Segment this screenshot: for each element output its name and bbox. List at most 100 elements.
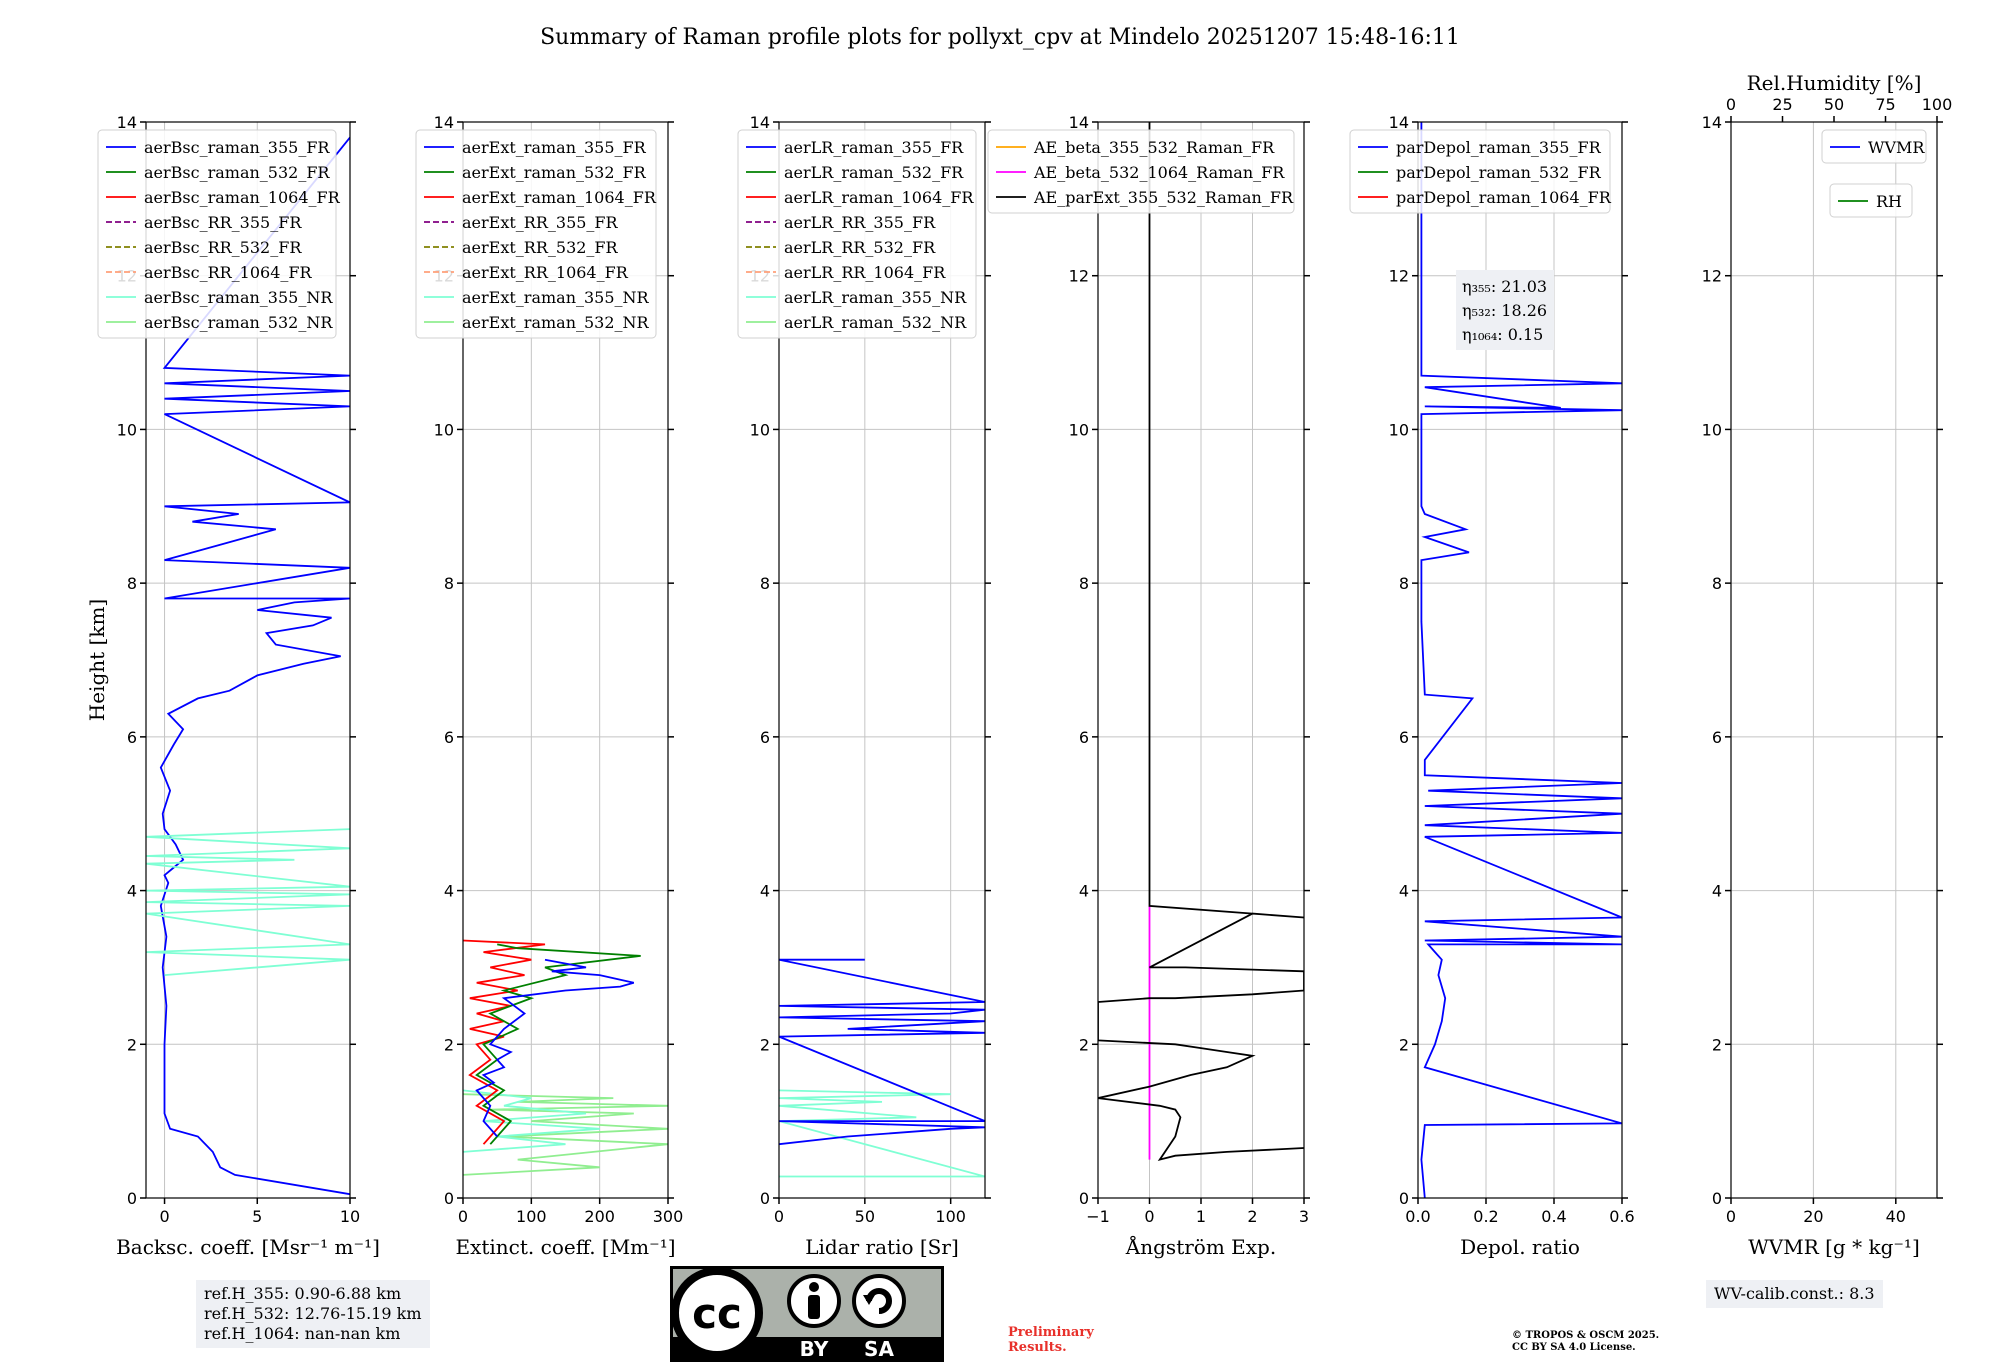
ytick-label-ae-7: 14: [1069, 113, 1089, 132]
xtick-label-lr-0: 0: [774, 1207, 784, 1226]
panel-lr: 02468101214050100Lidar ratio [Sr]aerLR_r…: [737, 113, 991, 1259]
xlabel-bsc: Backsc. coeff. [Msr⁻¹ m⁻¹]: [116, 1235, 380, 1259]
ytick-label-bsc-2: 4: [127, 882, 137, 901]
series-group-ext: [463, 939, 668, 1176]
xtick-label-lr-1: 50: [855, 1207, 875, 1226]
legend-label-lr-5: aerLR_RR_1064_FR: [784, 263, 946, 282]
ylabel-height: Height [km]: [85, 599, 109, 721]
series-ext-3: [475, 943, 641, 1145]
legend-label-ae-1: AE_beta_532_1064_Raman_FR: [1033, 163, 1285, 182]
series-ext-0: [463, 1093, 668, 1176]
cc-circle-icon: [671, 1267, 763, 1359]
legend-label-bsc-3: aerBsc_RR_355_FR: [144, 213, 302, 232]
ytick-label-bsc-4: 8: [127, 574, 137, 593]
xlabel-ae: Ångström Exp.: [1125, 1234, 1276, 1259]
xtick-label-depol-3: 0.6: [1609, 1207, 1634, 1226]
eta-annotation-line-0: η₃₅₅: 21.03: [1462, 277, 1547, 296]
axes-frame-lr: [778, 121, 986, 1199]
ytick-label-lr-2: 4: [760, 882, 770, 901]
top-xtick-label-4: 100: [1922, 95, 1953, 114]
ytick-label-wv-4: 8: [1712, 574, 1722, 593]
series-group-bsc: [146, 136, 350, 1196]
xtick-label-depol-1: 0.2: [1473, 1207, 1498, 1226]
ytick-label-depol-3: 6: [1399, 728, 1409, 747]
xtick-label-ae-4: 3: [1299, 1207, 1309, 1226]
xtick-label-ae-0: −1: [1086, 1207, 1110, 1226]
xtick-label-ext-2: 200: [584, 1207, 615, 1226]
ytick-label-ae-6: 12: [1069, 267, 1089, 286]
ytick-label-lr-0: 0: [760, 1189, 770, 1208]
ytick-label-ext-2: 4: [444, 882, 454, 901]
copyright-line-2: CC BY SA 4.0 License.: [1512, 1342, 1636, 1353]
legend-label-bsc-2: aerBsc_raman_1064_FR: [144, 188, 341, 207]
ytick-label-lr-5: 10: [750, 420, 770, 439]
ytick-label-lr-7: 14: [750, 113, 770, 132]
panel-ext: 024681012140100200300Extinct. coeff. [Mm…: [415, 113, 684, 1259]
xtick-label-ae-1: 0: [1144, 1207, 1154, 1226]
series-lr-1: [779, 958, 985, 1146]
ytick-label-depol-1: 2: [1399, 1035, 1409, 1054]
ytick-label-bsc-3: 6: [127, 728, 137, 747]
legend-label-ext-0: aerExt_raman_355_FR: [462, 138, 647, 157]
panel-bsc: 024681012140510Backsc. coeff. [Msr⁻¹ m⁻¹…: [97, 113, 380, 1259]
xlabel-lr: Lidar ratio [Sr]: [805, 1235, 959, 1259]
xtick-label-bsc-2: 10: [340, 1207, 360, 1226]
ref-height-355: ref.H_355: 0.90-6.88 km: [204, 1284, 402, 1303]
xtick-label-wv-0: 0: [1726, 1207, 1736, 1226]
ytick-label-ae-2: 4: [1079, 882, 1089, 901]
legend-box-wv: [1821, 129, 1927, 164]
ytick-label-wv-2: 4: [1712, 882, 1722, 901]
legend-label-ext-4: aerExt_RR_532_FR: [462, 238, 619, 257]
legend-box-depol: [1349, 129, 1611, 214]
legend-box-bsc: [97, 129, 337, 339]
xtick-label-ext-3: 300: [653, 1207, 684, 1226]
legend-label-lr-3: aerLR_RR_355_FR: [784, 213, 936, 232]
ytick-label-wv-6: 12: [1702, 267, 1722, 286]
ytick-label-lr-1: 2: [760, 1035, 770, 1054]
ytick-label-ae-5: 10: [1069, 420, 1089, 439]
cc-text: cc: [692, 1289, 742, 1338]
axes-frame-bsc: [145, 121, 351, 1199]
legend-label-lr-4: aerLR_RR_532_FR: [784, 238, 936, 257]
ytick-label-depol-2: 4: [1399, 882, 1409, 901]
series-lr-0: [779, 1089, 985, 1178]
ytick-label-ae-1: 2: [1079, 1035, 1089, 1054]
legend-label-lr-0: aerLR_raman_355_FR: [784, 138, 964, 157]
by-person-body: [808, 1295, 820, 1319]
sa-arrow-icon: [852, 1274, 906, 1328]
axes-frame-ext: [462, 121, 669, 1199]
ytick-label-depol-5: 10: [1389, 420, 1409, 439]
legend-box-ae: [987, 129, 1295, 214]
legend-label-lr-7: aerLR_raman_532_NR: [784, 313, 967, 332]
ytick-label-depol-6: 12: [1389, 267, 1409, 286]
legend-label-ext-2: aerExt_raman_1064_FR: [462, 188, 657, 207]
ref-height-1064: ref.H_1064: nan-nan km: [204, 1324, 401, 1343]
legend-label-ext-7: aerExt_raman_532_NR: [462, 313, 650, 332]
series-ae-1: [1098, 122, 1304, 1162]
legend-box-lr: [737, 129, 977, 339]
copyright-line-1: © TROPOS & OSCM 2025.: [1512, 1330, 1660, 1341]
xtick-label-depol-2: 0.4: [1541, 1207, 1566, 1226]
legend-label-ae-0: AE_beta_355_532_Raman_FR: [1033, 138, 1275, 157]
ytick-label-ae-4: 8: [1079, 574, 1089, 593]
legend-label-ext-1: aerExt_raman_532_FR: [462, 163, 647, 182]
series-bsc-1: [146, 828, 350, 976]
ytick-label-depol-0: 0: [1399, 1189, 1409, 1208]
ytick-label-lr-3: 6: [760, 728, 770, 747]
xlabel-depol: Depol. ratio: [1460, 1235, 1580, 1259]
ytick-label-ext-3: 6: [444, 728, 454, 747]
series-group-lr: [779, 958, 985, 1178]
series-depol-0: [1420, 122, 1622, 1198]
xlabel-ext: Extinct. coeff. [Mm⁻¹]: [455, 1235, 675, 1259]
legend-label-lr-6: aerLR_raman_355_NR: [784, 288, 967, 307]
series-group-depol: [1420, 122, 1622, 1198]
series-group-ae: [1098, 122, 1304, 1162]
top-xtick-label-0: 0: [1726, 95, 1736, 114]
ytick-label-wv-7: 14: [1702, 113, 1722, 132]
legend-label-wv-2-0: RH: [1876, 192, 1902, 211]
legend-label-ext-5: aerExt_RR_1064_FR: [462, 263, 629, 282]
panels-layer: 024681012140510Backsc. coeff. [Msr⁻¹ m⁻¹…: [85, 71, 1952, 1259]
axes-frame-wv: [1730, 121, 1938, 1199]
